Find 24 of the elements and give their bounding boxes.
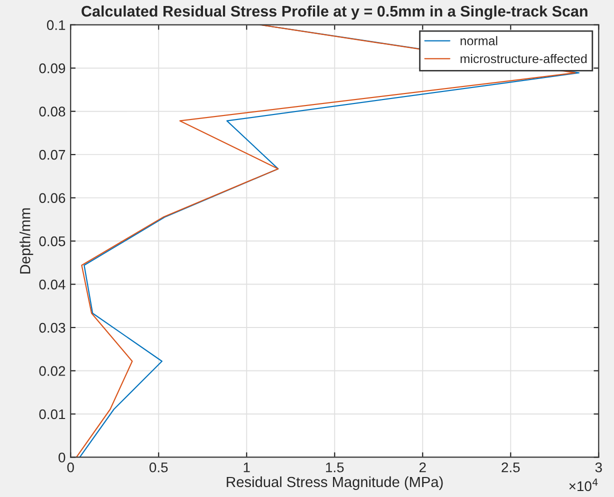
y-tick-label: 0.02 bbox=[39, 366, 66, 376]
y-tick-label: 0.09 bbox=[39, 63, 66, 74]
y-tick-label: 0.07 bbox=[39, 150, 66, 160]
x-tick-label: 2 bbox=[419, 462, 426, 472]
y-tick-label: 0.01 bbox=[39, 409, 66, 420]
y-tick-label: 0.03 bbox=[39, 322, 66, 333]
y-tick-label: 0.1 bbox=[46, 20, 66, 30]
x-tick-label: 3 bbox=[595, 462, 602, 472]
x-tick-label: 2.5 bbox=[502, 462, 520, 472]
x-tick-label: 1 bbox=[244, 462, 250, 472]
y-tick-label: 0.08 bbox=[39, 106, 66, 116]
y-tick-label: 0.04 bbox=[39, 280, 66, 290]
y-tick-label: 0.05 bbox=[39, 236, 66, 246]
x-tick-label: 0.5 bbox=[150, 462, 168, 472]
legend-label: normal bbox=[460, 36, 498, 46]
y-axis-title: Depth/mm bbox=[20, 208, 34, 274]
x-axis-title: Residual Stress Magnitude (MPa) bbox=[226, 476, 443, 490]
legend-label: microstructure-affected bbox=[460, 54, 587, 64]
x-tick-label: 1.5 bbox=[326, 462, 344, 472]
y-tick-label: 0 bbox=[58, 452, 66, 462]
text: ×10$^{4}$ bbox=[569, 478, 598, 492]
x-tick-label: 0 bbox=[67, 462, 74, 472]
chart-title: Calculated Residual Stress Profile at y = 0.5mm in a Single-track Scan bbox=[82, 5, 588, 20]
y-tick-label: 0.06 bbox=[39, 193, 66, 203]
